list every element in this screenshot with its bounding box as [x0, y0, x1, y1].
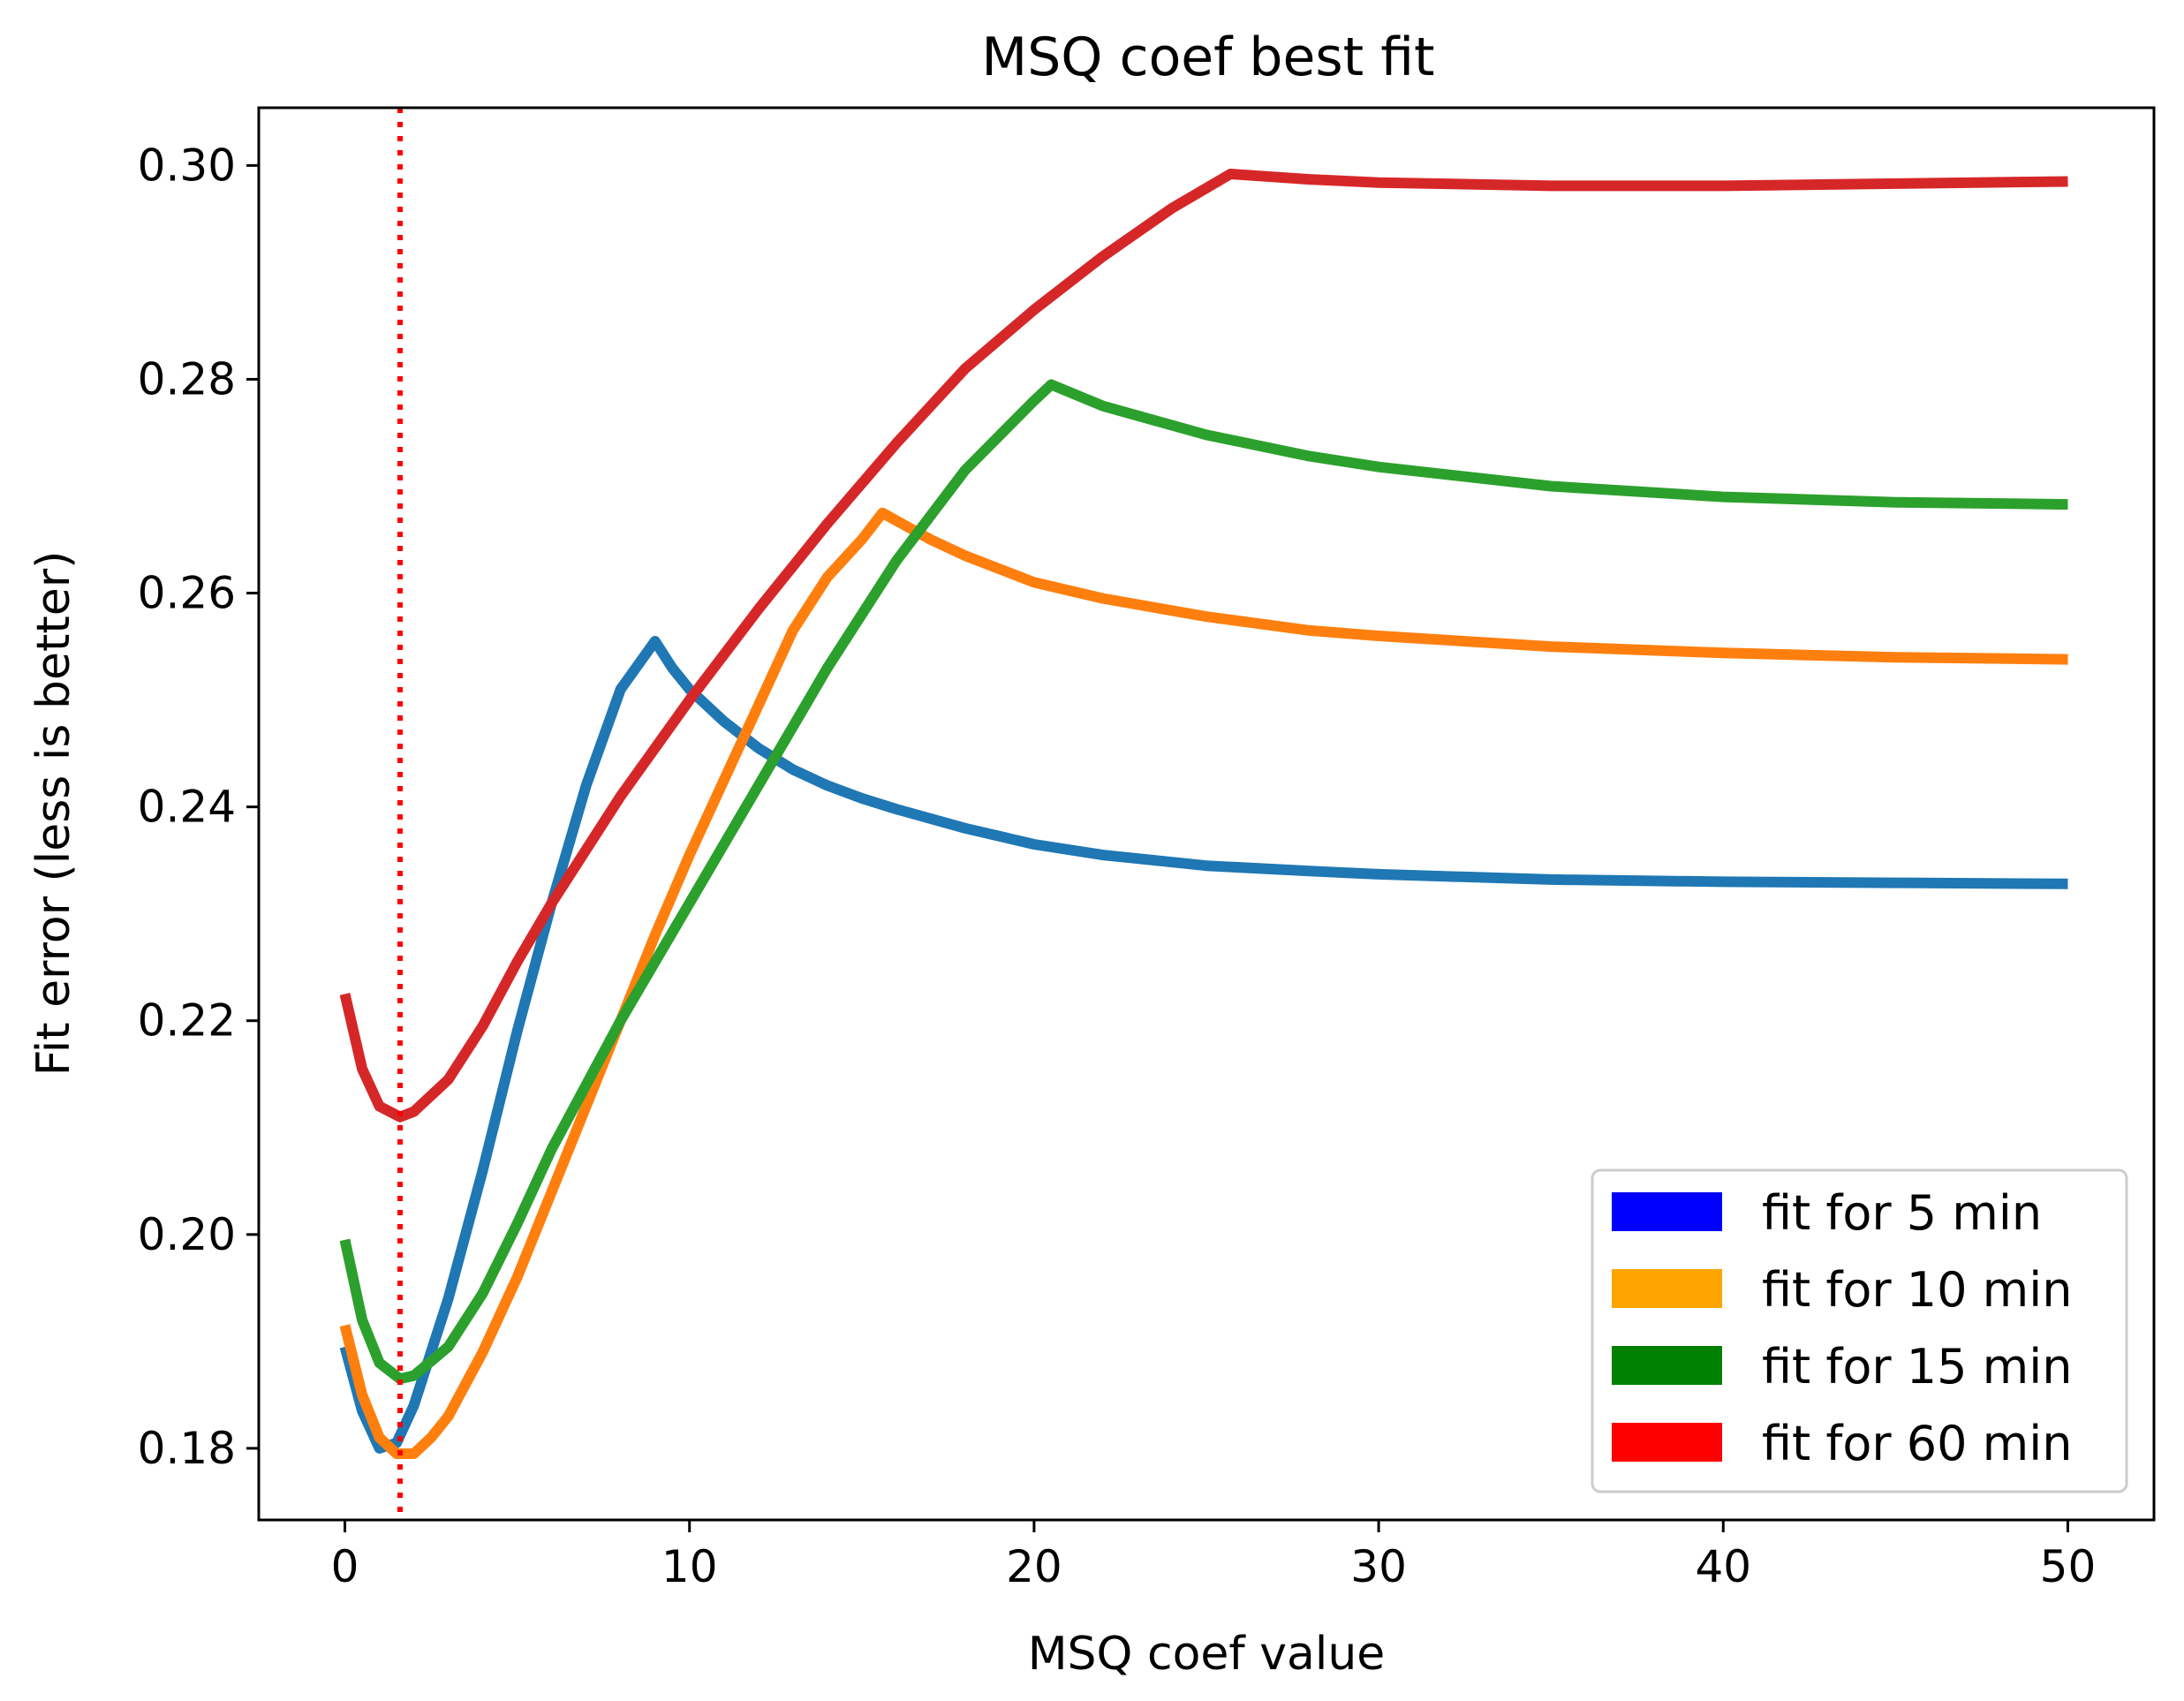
y-axis-label: Fit error (less is better) — [27, 551, 80, 1077]
plot-frame — [257, 106, 2156, 1522]
x-tick-label: 50 — [2040, 1541, 2097, 1592]
x-tick-label: 30 — [1350, 1541, 1407, 1592]
y-axis-ticks: 0.18 0.20 0.22 0.24 0.26 0.28 0.30 — [138, 140, 259, 1474]
y-tick-label: 0.24 — [138, 782, 236, 833]
x-axis-label: MSQ coef value — [1028, 1628, 1386, 1681]
plot-area — [339, 108, 2068, 1520]
x-axis-ticks: 0 10 20 30 40 50 — [331, 1520, 2097, 1592]
y-tick-label: 0.30 — [138, 140, 236, 191]
legend-box — [1591, 1168, 2128, 1493]
x-tick-label: 10 — [661, 1541, 718, 1592]
legend-label-15min: fit for 15 min — [1762, 1339, 2072, 1395]
chart-title: MSQ coef best fit — [981, 26, 1434, 88]
series-line-15min — [339, 379, 2068, 1385]
y-tick-label: 0.20 — [138, 1209, 236, 1260]
legend-swatch-10min — [1612, 1269, 1722, 1308]
legend-label-5min: fit for 5 min — [1762, 1185, 2042, 1241]
legend-swatch-15min — [1612, 1346, 1722, 1385]
x-tick-label: 40 — [1695, 1541, 1751, 1592]
y-tick-label: 0.22 — [138, 995, 236, 1047]
x-tick-label: 0 — [331, 1541, 359, 1592]
y-tick-label: 0.18 — [138, 1423, 236, 1474]
x-tick-label: 20 — [1006, 1541, 1062, 1592]
y-tick-label: 0.28 — [138, 353, 236, 404]
legend: fit for 5 min fit for 10 min fit for 15 … — [1591, 1168, 2128, 1493]
y-tick-label: 0.26 — [138, 568, 236, 619]
legend-swatch-5min — [1612, 1192, 1722, 1231]
legend-label-60min: fit for 60 min — [1762, 1416, 2072, 1471]
series-line-60min — [339, 169, 2068, 1123]
legend-swatch-60min — [1612, 1423, 1722, 1462]
series-line-10min — [339, 507, 2068, 1459]
legend-label-10min: fit for 10 min — [1762, 1262, 2072, 1318]
